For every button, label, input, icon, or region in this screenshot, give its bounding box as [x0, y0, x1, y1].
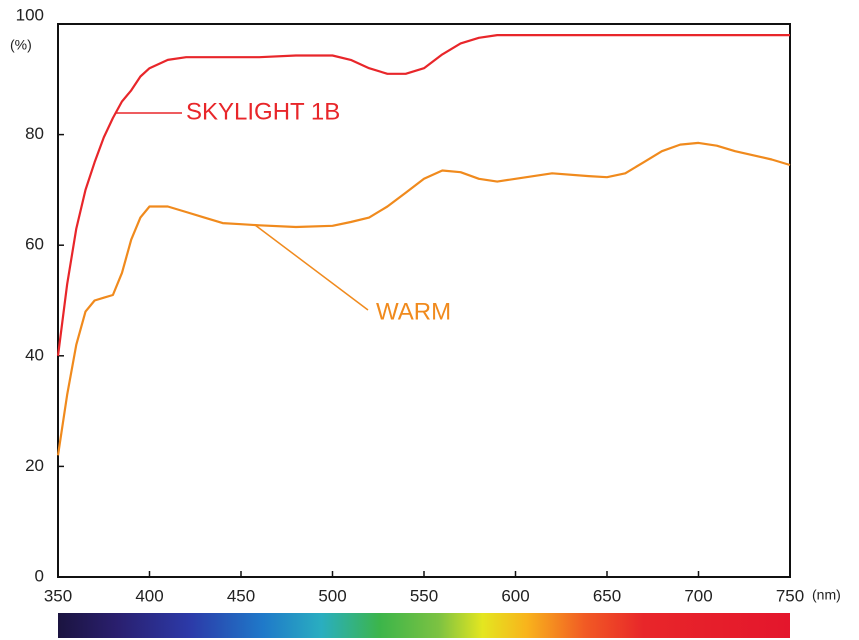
y-tick-label: 60	[25, 235, 44, 254]
x-tick-label: 500	[318, 586, 346, 605]
x-tick-label: 750	[776, 586, 804, 605]
series-label: SKYLIGHT 1B	[186, 98, 340, 125]
x-tick-label: 350	[44, 586, 72, 605]
series-line	[56, 34, 790, 356]
y-tick-label: 80	[25, 124, 44, 143]
leader-line	[254, 224, 369, 311]
y-axis-label: (%)	[10, 37, 32, 53]
y-tick-label: 40	[25, 345, 44, 364]
x-axis-label: (nm)	[812, 587, 841, 603]
series-label: WARM	[376, 298, 451, 325]
y-tick-label: 0	[35, 566, 44, 585]
x-tick-label: 600	[501, 586, 529, 605]
x-tick-label: 550	[410, 586, 438, 605]
x-tick-label: 400	[135, 586, 163, 605]
x-tick-label: 450	[227, 586, 255, 605]
y-tick-label: 20	[25, 456, 44, 475]
x-tick-label: 700	[684, 586, 712, 605]
x-tick-label: 650	[593, 586, 621, 605]
series-line	[56, 141, 791, 456]
spectrum-bar	[58, 613, 790, 638]
y-tick-label: 100	[16, 5, 44, 24]
